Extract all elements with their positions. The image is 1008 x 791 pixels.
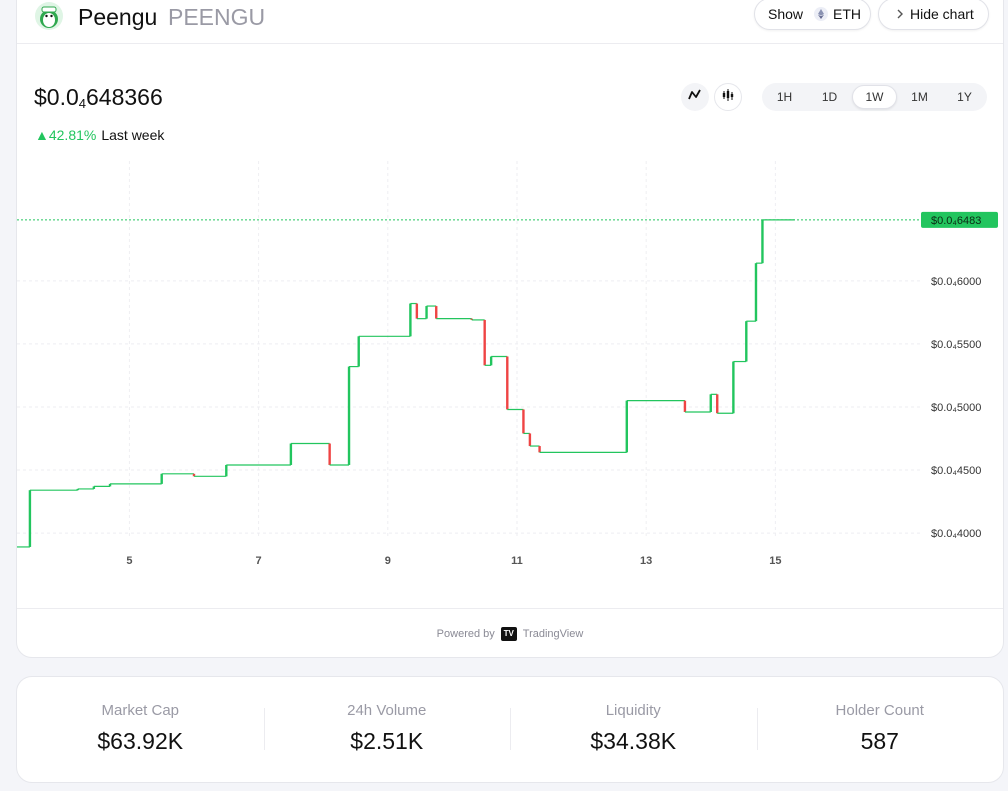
candle-up	[409, 303, 412, 337]
timeframe-1m[interactable]: 1M	[911, 90, 928, 104]
candle-up	[625, 400, 628, 453]
stat-liquidity: Liquidity $34.38K	[510, 700, 757, 760]
price-chart[interactable]: 5 7 9 11 13 15 $0.0₄6000 $0.0₄5500 $0.0₄5000 $0.0…	[17, 161, 1003, 581]
candle-down	[528, 433, 532, 447]
stat-holder-count: Holder Count 587	[756, 700, 1004, 760]
stat-24h-volume: 24h Volume $2.51K	[263, 700, 511, 760]
token-name: Peengu	[78, 4, 158, 30]
candle-up	[289, 443, 293, 465]
candle-down	[538, 446, 541, 453]
price-zero-count: 4	[78, 96, 86, 111]
chart-card: Peengu PEENGU Show ETH Hide chart $0.046…	[16, 0, 1004, 658]
tradingview-logo-icon: TV	[500, 627, 517, 641]
tradingview-link[interactable]: TradingView	[522, 628, 584, 640]
stat-value: $2.51K	[350, 727, 424, 754]
current-price-label: $0.0₄6483	[931, 215, 981, 227]
y-tick-label: $0.0₄4500	[931, 465, 981, 477]
stat-value: $63.92K	[97, 727, 184, 754]
candle-up	[108, 483, 112, 487]
x-tick-label: 9	[385, 555, 391, 567]
stat-value: 587	[860, 727, 899, 754]
price-digits: 648366	[86, 84, 163, 110]
candle-up	[92, 486, 96, 489]
x-tick-label: 7	[256, 555, 262, 567]
candle-up	[745, 321, 748, 362]
candle-down	[483, 319, 486, 366]
hide-chart-label: Hide chart	[910, 6, 974, 22]
change-percent: 42.81%	[48, 127, 97, 143]
candle-up	[761, 219, 764, 264]
candle-down	[683, 400, 687, 412]
change-period: Last week	[101, 127, 165, 143]
line-chart-button[interactable]	[681, 83, 709, 111]
price-prefix: $0.0	[34, 84, 79, 110]
x-tick-label: 13	[640, 555, 652, 567]
stats-card: Market Cap $63.92K 24h Volume $2.51K Liquidi…	[16, 676, 1004, 783]
change-up-arrow-icon: ▲	[35, 127, 49, 143]
candle-up	[732, 361, 735, 414]
show-currency: ETH	[833, 6, 862, 22]
candle-down	[415, 303, 419, 319]
x-tick-label: 11	[511, 555, 523, 567]
chevron-right-icon	[896, 7, 904, 22]
candle-down	[522, 409, 525, 434]
chart-footer-divider	[17, 608, 1003, 609]
x-tick-label: 5	[126, 555, 132, 567]
x-tick-label: 15	[769, 555, 781, 567]
timeframe-1y[interactable]: 1Y	[957, 90, 972, 104]
current-price-badge	[921, 211, 998, 228]
hide-chart-button[interactable]: Hide chart	[878, 0, 989, 30]
y-tick-label: $0.0₄4000	[931, 528, 981, 540]
y-tick-label: $0.0₄5500	[931, 339, 981, 351]
candle-up	[347, 366, 351, 465]
timeframe-1w[interactable]: 1W	[852, 85, 897, 109]
candlestick-chart-button[interactable]	[714, 83, 742, 111]
line-chart-icon	[688, 88, 702, 106]
candle-down	[435, 306, 438, 319]
candle-up	[357, 336, 360, 367]
candlestick-icon	[721, 88, 735, 107]
stat-label: Holder Count	[835, 701, 924, 719]
timeframe-1h[interactable]: 1H	[776, 90, 793, 104]
stat-value: $34.38K	[590, 727, 677, 754]
timeframe-1d[interactable]: 1D	[821, 90, 838, 104]
candle-down	[328, 443, 331, 465]
y-tick-label: $0.0₄5000	[931, 402, 981, 414]
stat-label: Liquidity	[605, 701, 661, 719]
token-symbol: PEENGU	[168, 4, 266, 30]
candle-down	[716, 394, 719, 414]
candle-up	[160, 473, 163, 484]
candle-down	[470, 318, 473, 320]
candle-up	[489, 356, 493, 366]
powered-by-label: Powered by	[436, 628, 495, 640]
token-header: Peengu PEENGU Show ETH Hide chart	[17, 0, 1003, 44]
current-price: $0.04648366	[34, 84, 163, 111]
timeframe-selector: 1H 1D 1W 1M 1Y	[762, 83, 987, 111]
candle-up	[754, 263, 758, 322]
candle-up	[225, 464, 228, 477]
candle-down	[506, 356, 509, 410]
stat-label: Market Cap	[101, 701, 180, 719]
stat-label: 24h Volume	[347, 701, 427, 719]
candle-down	[192, 473, 196, 477]
candle-up	[76, 488, 79, 491]
candle-up	[425, 306, 428, 319]
candle-up	[709, 394, 712, 412]
y-tick-label: $0.0₄6000	[931, 276, 981, 288]
price-change: ▲42.81% Last week	[35, 127, 164, 143]
powered-by: Powered by TV TradingView	[17, 627, 1003, 641]
stat-market-cap: Market Cap $63.92K	[17, 700, 264, 760]
token-logo-icon	[35, 2, 63, 30]
candle-up	[28, 490, 32, 547]
ethereum-icon	[814, 7, 829, 21]
show-label: Show	[768, 6, 804, 22]
show-eth-button[interactable]: Show ETH	[754, 0, 871, 30]
